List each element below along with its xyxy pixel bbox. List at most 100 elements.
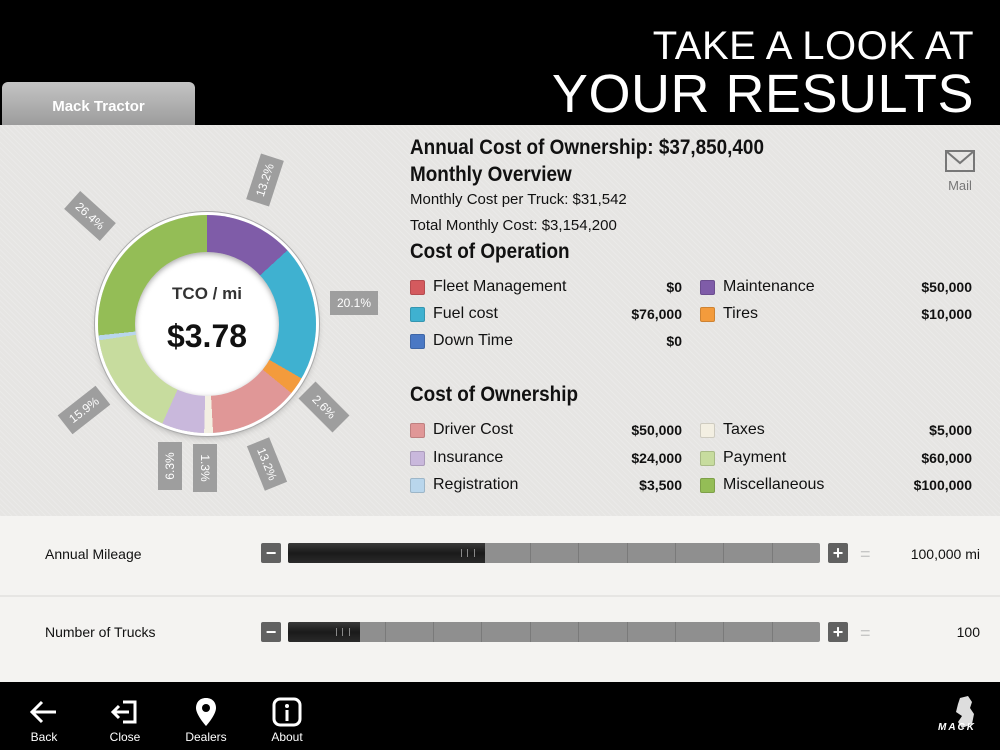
legend-swatch [410, 307, 425, 322]
close-label: Close [109, 730, 141, 744]
slider-segment-divider [723, 622, 724, 642]
slider-segment-divider [530, 622, 531, 642]
annual-cost-title: Annual Cost of Ownership: $37,850,400 [410, 136, 764, 159]
pct-label-insurance: 6.3% [158, 442, 182, 490]
monthly-overview-title: Monthly Overview [410, 163, 572, 186]
mail-button[interactable]: Mail [940, 148, 980, 193]
legend-item: Insurance $24,000 [410, 448, 682, 470]
number-of-trucks-label: Number of Trucks [45, 624, 156, 640]
slider-segment-divider [675, 622, 676, 642]
slider-fill [288, 622, 360, 642]
close-button[interactable]: Close [90, 682, 160, 750]
about-label: About [271, 730, 303, 744]
legend-label: Maintenance [723, 278, 815, 295]
legend-value: $76,000 [631, 306, 682, 322]
legend-swatch [700, 423, 715, 438]
cost-of-ownership-title: Cost of Ownership [410, 383, 579, 406]
legend-swatch [410, 423, 425, 438]
legend-item: Maintenance $50,000 [700, 277, 972, 299]
row-divider [0, 595, 1000, 597]
legend-value: $24,000 [631, 450, 682, 466]
slider-segment-divider [772, 622, 773, 642]
legend-item: Tires $10,000 [700, 304, 972, 326]
legend-item: Miscellaneous $100,000 [700, 475, 972, 497]
legend-label: Taxes [723, 421, 765, 438]
back-label: Back [30, 730, 58, 744]
annual-mileage-label: Annual Mileage [45, 546, 142, 562]
legend-value: $10,000 [921, 306, 972, 322]
mail-label: Mail [948, 178, 972, 193]
legend-swatch [700, 307, 715, 322]
about-button[interactable]: About [252, 682, 322, 750]
legend-label: Payment [723, 449, 787, 466]
legend-swatch [700, 478, 715, 493]
slider-segment-divider [530, 543, 531, 563]
headline-line1: TAKE A LOOK AT [652, 24, 974, 68]
legend-value: $50,000 [921, 279, 972, 295]
number-of-trucks-minus-button[interactable]: − [261, 622, 281, 642]
number-of-trucks-slider[interactable] [288, 622, 820, 642]
slider-segment-divider [772, 543, 773, 563]
mail-icon [945, 150, 975, 172]
tab-mack-tractor[interactable]: Mack Tractor [2, 82, 195, 125]
annual-mileage-plus-button[interactable]: + [828, 543, 848, 563]
legend-label: Driver Cost [433, 421, 514, 438]
legend-swatch [410, 451, 425, 466]
number-of-trucks-value: 100 [956, 624, 980, 640]
mack-logo: MACK [932, 694, 980, 742]
sliders-section: Annual Mileage − + = 100,000 mi Number o… [0, 516, 1000, 682]
legend-value: $0 [666, 333, 682, 349]
dealers-button[interactable]: Dealers [171, 682, 241, 750]
legend-item: Driver Cost $50,000 [410, 420, 682, 442]
slider-fill [288, 543, 485, 563]
pct-label-taxes: 1.3% [193, 444, 217, 492]
annual-mileage-value: 100,000 mi [910, 546, 980, 562]
slider-segment-divider [385, 622, 386, 642]
legend-item: Registration $3,500 [410, 475, 682, 497]
bulldog-icon [956, 696, 974, 728]
legend-swatch [410, 280, 425, 295]
legend-item: Fuel cost $76,000 [410, 304, 682, 326]
legend-value: $60,000 [921, 450, 972, 466]
dealers-label: Dealers [185, 730, 227, 744]
slider-segment-divider [627, 543, 628, 563]
legend-value: $0 [666, 279, 682, 295]
slider-segment-divider [578, 543, 579, 563]
legend-swatch [410, 478, 425, 493]
slider-segment-divider [481, 622, 482, 642]
legend-value: $3,500 [639, 477, 682, 493]
monthly-per-truck: Monthly Cost per Truck: $31,542 [410, 191, 627, 208]
slider-segment-divider [723, 543, 724, 563]
legend-label: Fleet Management [433, 278, 567, 295]
headline-line2: YOUR RESULTS [551, 64, 974, 124]
back-arrow-icon [29, 700, 56, 724]
mack-logo-text: MACK [938, 722, 976, 733]
slider-segment-divider [433, 622, 434, 642]
info-icon [272, 697, 302, 727]
total-monthly-cost: Total Monthly Cost: $3,154,200 [410, 217, 617, 234]
legend-label: Miscellaneous [723, 476, 825, 493]
donut-ring: TCO / mi $3.78 [98, 215, 316, 433]
legend-label: Fuel cost [433, 305, 498, 322]
annual-mileage-slider[interactable] [288, 543, 820, 563]
annual-mileage-minus-button[interactable]: − [261, 543, 281, 563]
donut-center: TCO / mi $3.78 [135, 252, 279, 396]
slider-segment-divider [578, 622, 579, 642]
legend-item: Taxes $5,000 [700, 420, 972, 442]
legend-value: $5,000 [929, 422, 972, 438]
legend-label: Down Time [433, 332, 514, 349]
number-of-trucks-plus-button[interactable]: + [828, 622, 848, 642]
legend-label: Registration [433, 476, 519, 493]
cost-of-operation-title: Cost of Operation [410, 240, 570, 263]
legend-value: $100,000 [913, 477, 972, 493]
tco-label: TCO / mi [172, 284, 242, 303]
legend-swatch [700, 280, 715, 295]
close-exit-icon [110, 700, 137, 724]
slider-handle-grip[interactable] [461, 549, 475, 557]
slider-handle-grip[interactable] [336, 628, 350, 636]
legend-label: Tires [723, 305, 758, 322]
footer-toolbar: Back Close Dealers About MACK [0, 682, 1000, 750]
back-button[interactable]: Back [9, 682, 79, 750]
equals-sign: = [860, 623, 871, 643]
pct-label-fuel: 20.1% [330, 291, 378, 315]
